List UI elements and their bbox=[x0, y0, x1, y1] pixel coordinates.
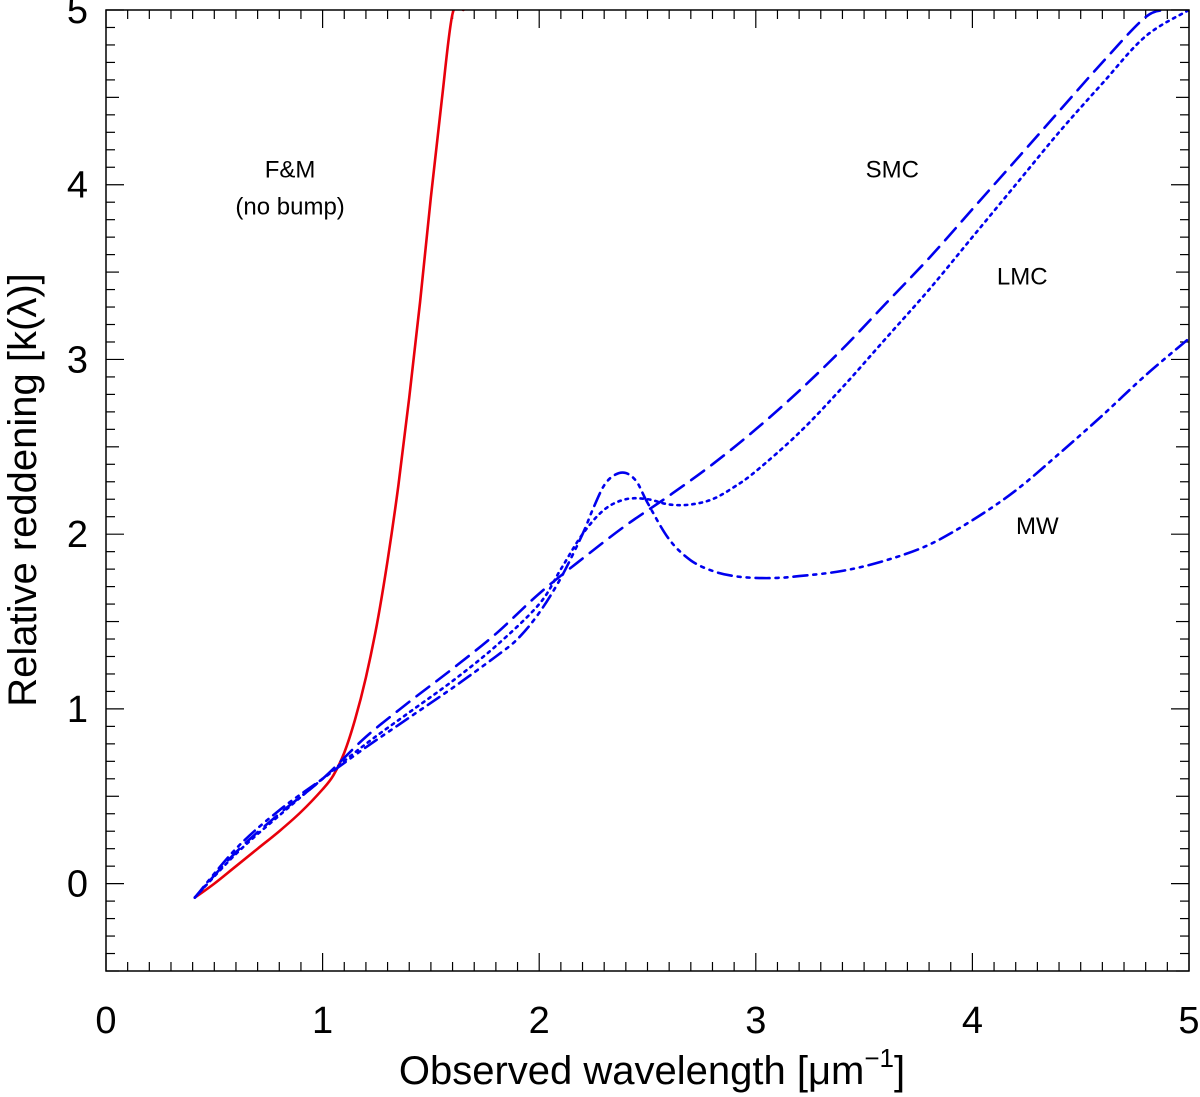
y-tick-label: 0 bbox=[67, 864, 88, 906]
series-annotation: SMC bbox=[866, 157, 919, 184]
y-tick-labels: 0 1 2 3 4 5 bbox=[67, 0, 88, 906]
x-tick-label: 4 bbox=[962, 1000, 983, 1042]
y-axis-title: Relative reddening [k(λ)] bbox=[1, 273, 45, 707]
x-axis-title: Observed wavelength [μm−1] bbox=[399, 1043, 905, 1093]
x-tick-label: 0 bbox=[95, 1000, 116, 1042]
series-group bbox=[193, 10, 1189, 899]
series-line-mw bbox=[193, 337, 1189, 899]
annotations: F&M (no bump) SMC LMC MW bbox=[235, 157, 1059, 540]
x-tick-label: 2 bbox=[529, 1000, 550, 1042]
series-line-smc bbox=[193, 10, 1169, 899]
series-line-lmc bbox=[193, 10, 1189, 899]
y-tick-label: 3 bbox=[67, 339, 88, 381]
x-axis-title-end: ] bbox=[894, 1049, 905, 1093]
x-tick-label: 1 bbox=[312, 1000, 333, 1042]
x-axis-title-main: Observed wavelength [μm bbox=[399, 1049, 865, 1093]
series-annotation: MW bbox=[1016, 513, 1059, 540]
series-annotation: (no bump) bbox=[235, 193, 344, 220]
y-tick-label: 2 bbox=[67, 514, 88, 556]
y-tick-label: 1 bbox=[67, 689, 88, 731]
y-tick-label: 5 bbox=[67, 0, 88, 32]
plot-frame bbox=[105, 9, 1190, 972]
series-annotation: LMC bbox=[997, 263, 1048, 290]
y-tick-label: 4 bbox=[67, 165, 88, 207]
series-line-f-m bbox=[193, 10, 465, 899]
axis-ticks bbox=[105, 9, 1190, 972]
series-annotation: F&M bbox=[265, 157, 316, 184]
x-tick-labels: 0 1 2 3 4 5 bbox=[95, 1000, 1199, 1042]
x-axis-title-sup: −1 bbox=[864, 1043, 894, 1073]
x-tick-label: 3 bbox=[745, 1000, 766, 1042]
x-tick-label: 5 bbox=[1178, 1000, 1199, 1042]
